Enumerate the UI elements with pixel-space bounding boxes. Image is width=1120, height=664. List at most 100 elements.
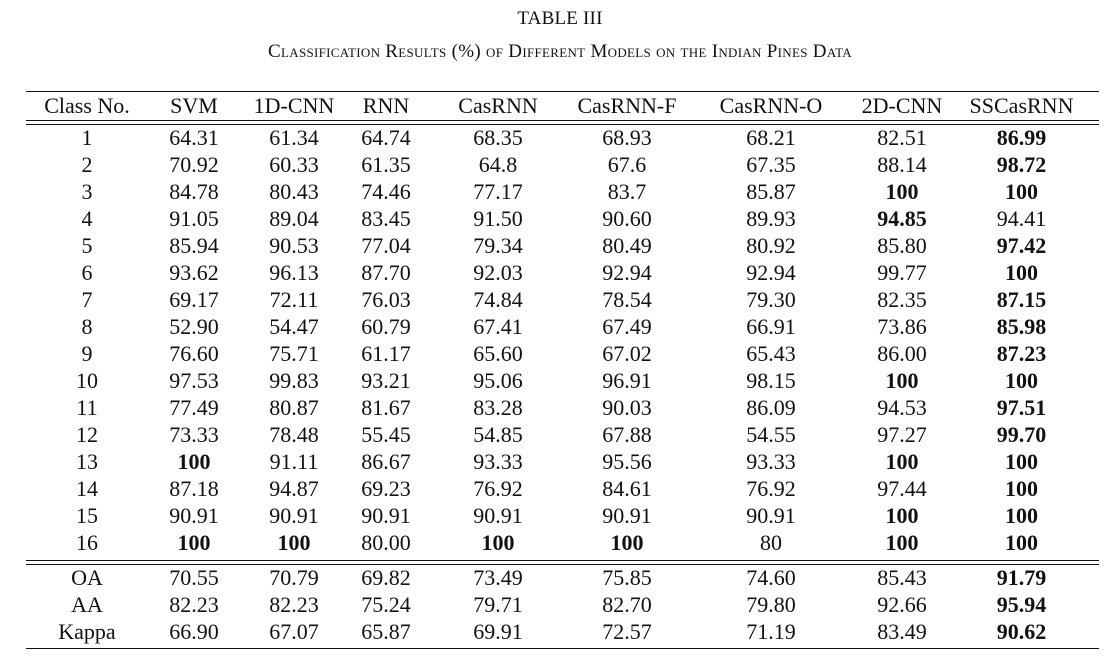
- cell-2d-cnn: 97.27: [877, 422, 927, 447]
- cell-casrnn: 68.35: [473, 125, 523, 150]
- class-row-11: 11 77.49 80.87 81.67 83.28 90.03 86.09 94.53 97.…: [26, 394, 1099, 421]
- cell-sscasrnn: 100: [1005, 260, 1038, 285]
- cell-casrnn: 54.85: [473, 422, 523, 447]
- cell-1d-cnn: 61.34: [269, 125, 319, 150]
- cell-casrnn: 90.91: [473, 503, 523, 528]
- cell-casrnn: 91.50: [473, 206, 523, 231]
- cell-sscasrnn: 97.51: [996, 395, 1047, 420]
- cell-sscasrnn: 100: [1005, 476, 1038, 501]
- cell-casrnn: 92.03: [473, 260, 523, 285]
- cell-rnn: 69.82: [361, 565, 411, 590]
- cell-casrnn-f: 92.94: [602, 260, 652, 285]
- cell-1d-cnn: 82.23: [269, 592, 319, 617]
- cell-casrnn: 76.92: [473, 476, 523, 501]
- cell-casrnn-f: 67.49: [602, 314, 652, 339]
- summary-row-kappa: Kappa 66.90 67.07 65.87 69.91 72.57 71.19 83.49…: [26, 618, 1099, 645]
- cell-1d-cnn: 67.07: [269, 619, 319, 644]
- cell-class-no: AA: [71, 592, 103, 617]
- header-casrnn-f: CasRNN-F: [577, 93, 677, 118]
- cell-casrnn-f: 83.7: [607, 179, 647, 204]
- cell-casrnn-o: 92.94: [746, 260, 796, 285]
- cell-1d-cnn: 80.87: [269, 395, 319, 420]
- cell-svm: 84.78: [169, 179, 219, 204]
- cell-2d-cnn: 100: [885, 179, 919, 204]
- cell-casrnn-f: 67.6: [607, 152, 647, 177]
- cell-casrnn: 73.49: [473, 565, 523, 590]
- cell-1d-cnn: 90.53: [269, 233, 319, 258]
- cell-casrnn-f: 84.61: [602, 476, 652, 501]
- cell-sscasrnn: 85.98: [996, 314, 1047, 339]
- cell-class-no: 1: [81, 125, 93, 150]
- cell-rnn: 61.35: [361, 152, 411, 177]
- cell-rnn: 77.04: [361, 233, 411, 258]
- cell-casrnn-o: 98.15: [746, 368, 796, 393]
- header-row: Class No. SVM 1D-CNN RNN CasRNN CasRNN-F…: [26, 92, 1099, 119]
- cell-casrnn: 64.8: [478, 152, 518, 177]
- bottom-rule: [26, 648, 1099, 649]
- cell-casrnn: 79.34: [473, 233, 523, 258]
- summary-double-rule-bottom: [26, 564, 1099, 565]
- cell-casrnn-f: 78.54: [602, 287, 652, 312]
- summary-row-oa: OA 70.55 70.79 69.82 73.49 75.85 74.60 85.43 91.…: [26, 564, 1099, 591]
- cell-rnn: 83.45: [361, 206, 411, 231]
- cell-rnn: 74.46: [361, 179, 411, 204]
- cell-svm: 97.53: [169, 368, 219, 393]
- cell-1d-cnn: 72.11: [269, 287, 319, 312]
- cell-svm: 73.33: [169, 422, 219, 447]
- cell-1d-cnn: 60.33: [269, 152, 319, 177]
- cell-svm: 70.92: [169, 152, 219, 177]
- cell-sscasrnn: 100: [1005, 368, 1038, 393]
- cell-rnn: 76.03: [361, 287, 411, 312]
- cell-casrnn: 93.33: [473, 449, 523, 474]
- class-row-3: 3 84.78 80.43 74.46 77.17 83.7 85.87 100 100: [26, 178, 1099, 205]
- class-row-5: 5 85.94 90.53 77.04 79.34 80.49 80.92 85.80 97.4…: [26, 232, 1099, 259]
- cell-casrnn: 95.06: [473, 368, 523, 393]
- cell-class-no: 6: [81, 260, 93, 285]
- cell-1d-cnn: 54.47: [269, 314, 319, 339]
- cell-casrnn-f: 75.85: [602, 565, 652, 590]
- cell-2d-cnn: 83.49: [877, 619, 927, 644]
- cell-1d-cnn: 78.48: [269, 422, 319, 447]
- header-svm: SVM: [170, 93, 218, 118]
- cell-sscasrnn: 98.72: [996, 152, 1047, 177]
- cell-2d-cnn: 82.51: [877, 125, 927, 150]
- cell-rnn: 69.23: [361, 476, 411, 501]
- cell-class-no: 14: [76, 476, 98, 501]
- cell-rnn: 81.67: [361, 395, 411, 420]
- cell-casrnn-o: 80: [760, 530, 782, 555]
- cell-casrnn-o: 80.92: [746, 233, 796, 258]
- cell-2d-cnn: 82.35: [877, 287, 927, 312]
- cell-2d-cnn: 100: [885, 530, 919, 555]
- cell-2d-cnn: 100: [885, 503, 919, 528]
- cell-class-no: 11: [76, 395, 98, 420]
- cell-sscasrnn: 90.62: [996, 619, 1047, 644]
- top-rule: [26, 91, 1099, 92]
- cell-casrnn: 69.91: [473, 619, 523, 644]
- cell-2d-cnn: 97.44: [877, 476, 927, 501]
- cell-class-no: 13: [76, 449, 98, 474]
- cell-casrnn-f: 96.91: [602, 368, 652, 393]
- cell-sscasrnn: 100: [1005, 449, 1038, 474]
- cell-casrnn: 74.84: [473, 287, 523, 312]
- cell-class-no: 3: [81, 179, 93, 204]
- cell-1d-cnn: 94.87: [269, 476, 319, 501]
- class-row-9: 9 76.60 75.71 61.17 65.60 67.02 65.43 86.00 87.2…: [26, 340, 1099, 367]
- cell-casrnn-o: 79.30: [746, 287, 796, 312]
- cell-2d-cnn: 94.85: [877, 206, 927, 231]
- cell-2d-cnn: 94.53: [877, 395, 927, 420]
- class-row-2: 2 70.92 60.33 61.35 64.8 67.6 67.35 88.14 98.72: [26, 151, 1099, 178]
- cell-rnn: 65.87: [361, 619, 411, 644]
- cell-svm: 77.49: [169, 395, 219, 420]
- cell-class-no: 10: [76, 368, 98, 393]
- cell-casrnn-f: 82.70: [602, 592, 652, 617]
- cell-casrnn-o: 85.87: [746, 179, 796, 204]
- cell-class-no: Kappa: [58, 619, 116, 644]
- cell-sscasrnn: 87.23: [996, 341, 1047, 366]
- cell-2d-cnn: 88.14: [877, 152, 927, 177]
- cell-rnn: 60.79: [361, 314, 411, 339]
- cell-casrnn-f: 67.88: [602, 422, 652, 447]
- cell-sscasrnn: 100: [1005, 503, 1038, 528]
- cell-class-no: 15: [76, 503, 98, 528]
- cell-1d-cnn: 100: [277, 530, 311, 555]
